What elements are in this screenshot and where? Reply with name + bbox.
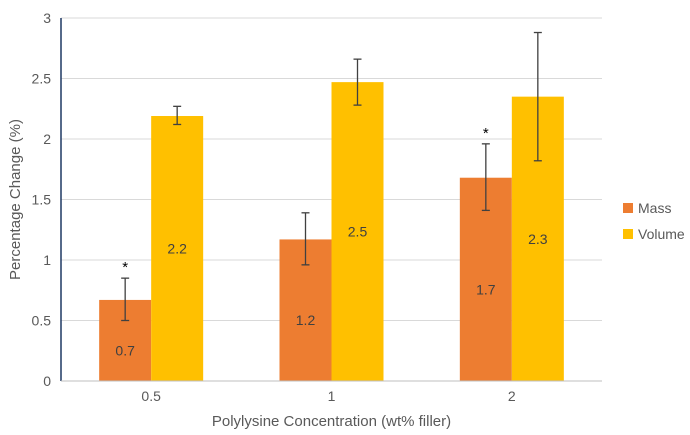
legend-label-mass: Mass (638, 200, 671, 216)
x-tick-label: 0.5 (141, 388, 161, 404)
data-label: 1.7 (476, 281, 496, 297)
axis-ticks: 0 0.5 1 1.5 2 2.5 3 0.5 1 2 (32, 10, 516, 404)
data-label: 2.2 (167, 241, 187, 257)
x-tick-label: 1 (328, 388, 336, 404)
data-label: 2.5 (348, 224, 368, 240)
y-tick-label: 2.5 (32, 71, 52, 87)
data-labels: 0.7 * 2.2 1.2 2.5 1.7 * 2.3 (115, 125, 547, 359)
y-tick-label: 0 (43, 373, 51, 389)
bar-mass (459, 177, 512, 381)
y-tick-label: 0.5 (32, 313, 52, 329)
significance-marker: * (483, 125, 489, 142)
x-axis-title: Polylysine Concentration (wt% filler) (212, 413, 451, 430)
y-tick-label: 1.5 (32, 192, 52, 208)
y-tick-label: 1 (43, 252, 51, 268)
error-bars (121, 31, 542, 322)
y-tick-label: 2 (43, 131, 51, 147)
legend-swatch-mass (623, 203, 633, 213)
data-label: 0.7 (115, 342, 135, 358)
y-tick-label: 3 (43, 10, 51, 26)
data-label: 1.2 (296, 312, 316, 328)
data-label: 2.3 (528, 231, 548, 247)
legend-swatch-volume (623, 229, 633, 239)
legend-label-volume: Volume (638, 226, 685, 242)
x-tick-label: 2 (508, 388, 516, 404)
significance-marker: * (122, 259, 128, 276)
y-axis-title: Percentage Change (%) (7, 119, 24, 280)
bars (99, 82, 564, 382)
legend: Mass Volume (623, 200, 685, 242)
bar-volume (331, 82, 384, 381)
bar-volume (151, 116, 204, 381)
